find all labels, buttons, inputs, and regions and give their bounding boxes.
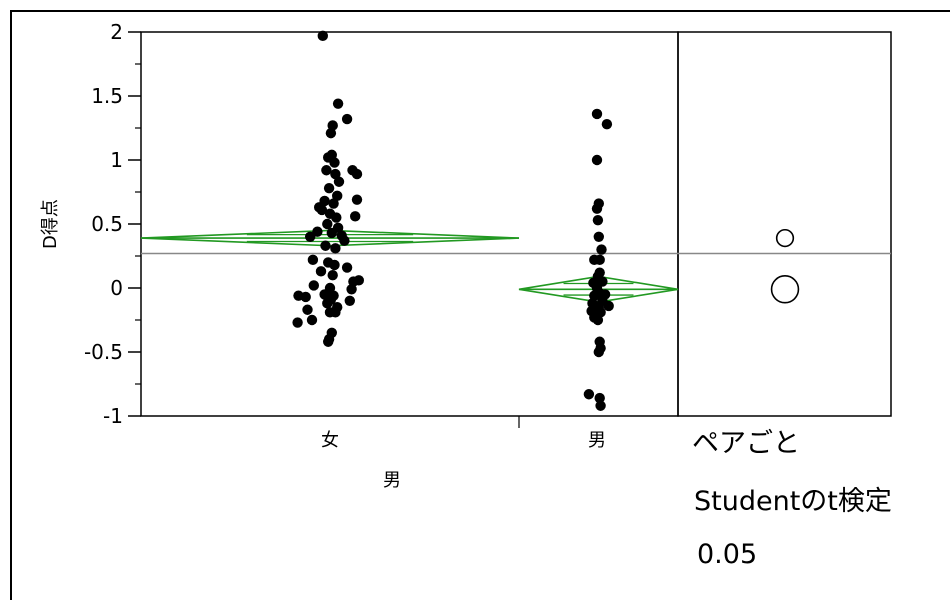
test-label-alpha: 0.05 xyxy=(697,539,757,570)
data-point xyxy=(323,182,335,194)
x-axis-title: 男 xyxy=(383,470,401,491)
data-point xyxy=(323,336,334,347)
data-point xyxy=(325,127,337,139)
data-point xyxy=(328,198,339,209)
chart-frame xyxy=(10,10,950,600)
data-point xyxy=(330,243,341,254)
data-point xyxy=(326,227,337,239)
y-axis-title: D得点 xyxy=(40,199,61,249)
data-point xyxy=(307,254,319,266)
data-point xyxy=(591,108,603,120)
comparison-circles xyxy=(770,228,800,304)
data-point xyxy=(351,168,363,180)
data-point xyxy=(592,314,604,326)
data-point xyxy=(591,203,603,214)
data-point xyxy=(341,262,353,273)
data-point xyxy=(305,231,316,242)
data-point xyxy=(321,165,332,176)
test-label-pairwise: ペアごと xyxy=(692,428,800,459)
data-point xyxy=(593,346,604,358)
data-point xyxy=(317,30,328,42)
data-point xyxy=(331,212,342,223)
data-point xyxy=(589,254,600,266)
comparison-circle xyxy=(770,275,800,304)
data-point xyxy=(315,266,327,277)
data-point xyxy=(332,98,344,109)
y-tick-label: -1 xyxy=(103,404,123,428)
data-point xyxy=(292,317,303,328)
data-point xyxy=(592,214,604,226)
data-point xyxy=(601,118,613,130)
data-point xyxy=(333,176,345,187)
data-point xyxy=(330,307,341,318)
data-point xyxy=(593,231,604,242)
data-point xyxy=(308,280,319,291)
data-point xyxy=(302,304,313,315)
data-point xyxy=(316,204,328,216)
data-point xyxy=(603,300,614,312)
data-point xyxy=(306,314,318,326)
x-tick-label: 男 xyxy=(588,430,606,451)
data-point xyxy=(312,226,323,237)
data-point xyxy=(591,154,603,166)
y-tick-label: 2 xyxy=(110,20,123,44)
data-point xyxy=(583,389,595,400)
y-tick-label: 1 xyxy=(110,148,123,172)
test-label-student-t: Studentのt検定 xyxy=(694,486,892,517)
y-tick-label: 1.5 xyxy=(91,84,123,108)
data-points xyxy=(292,30,614,411)
data-point xyxy=(351,194,363,205)
y-tick-label: 0 xyxy=(110,276,123,300)
data-point xyxy=(329,259,340,271)
y-tick-label: -0.5 xyxy=(84,340,123,364)
comparison-circle xyxy=(775,228,795,248)
data-point xyxy=(329,157,340,168)
y-axis: 2 1.5 1 0.5 0 -0.5 -1 xyxy=(84,20,141,428)
data-point xyxy=(339,235,350,246)
data-point xyxy=(322,218,333,230)
y-tick-label: 0.5 xyxy=(91,212,123,236)
x-axis: 女男 xyxy=(321,416,606,451)
data-point xyxy=(341,113,353,125)
comparison-circles-panel xyxy=(677,31,892,417)
data-point xyxy=(594,392,605,404)
data-point xyxy=(320,240,331,251)
data-point xyxy=(322,298,333,309)
data-point xyxy=(344,295,355,306)
x-tick-label: 女 xyxy=(321,430,339,451)
data-point xyxy=(596,244,607,255)
data-point xyxy=(327,270,338,281)
data-point xyxy=(300,291,311,303)
data-point xyxy=(350,211,361,222)
data-point xyxy=(346,284,357,295)
data-point xyxy=(595,400,606,411)
